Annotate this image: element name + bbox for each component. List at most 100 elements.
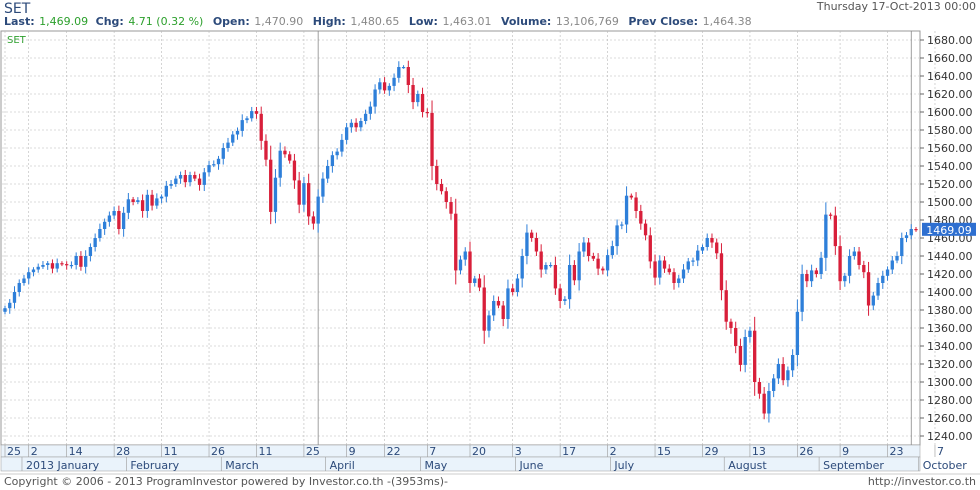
candle-body (615, 225, 619, 247)
candle-body (27, 272, 31, 279)
candle (3, 305, 7, 315)
candle (530, 229, 534, 242)
candle (231, 131, 235, 147)
candle (496, 296, 501, 309)
day-tick-label: 7 (937, 445, 944, 458)
high-label: High: (313, 15, 346, 28)
candle (482, 275, 486, 344)
candle-body (605, 255, 610, 271)
candle-body (525, 232, 529, 256)
candle-body (734, 328, 738, 346)
last-value: 1,469.09 (39, 15, 88, 28)
candle (900, 232, 904, 265)
y-tick-label: 1260.00 (927, 412, 973, 425)
candle-body (325, 166, 330, 179)
day-tick-label: 9 (349, 445, 356, 458)
month-tick-label: June (518, 459, 543, 472)
candle (273, 169, 278, 224)
candle-body (292, 160, 297, 181)
candle (881, 270, 885, 289)
candle (55, 258, 59, 273)
y-tick-label: 1620.00 (927, 88, 973, 101)
month-tick-label: February (130, 459, 179, 472)
candle (605, 249, 610, 277)
candle-body (847, 256, 852, 276)
y-tick-label: 1440.00 (927, 250, 973, 263)
candle (790, 349, 795, 377)
candle (259, 106, 263, 150)
candle (553, 256, 558, 295)
candle-body (771, 378, 776, 391)
candle (159, 194, 164, 204)
candle-body (401, 67, 406, 69)
candle (50, 259, 55, 274)
day-tick-label: 2 (31, 445, 38, 458)
y-tick-label: 1240.00 (927, 430, 973, 443)
candle (757, 377, 762, 399)
candle (79, 251, 83, 271)
candle-body (563, 299, 567, 301)
candle (321, 172, 325, 203)
candle-body (624, 195, 629, 225)
candle-body (155, 198, 159, 206)
candle (302, 176, 306, 212)
candle-body (515, 278, 520, 292)
y-tick-label: 1340.00 (927, 340, 973, 353)
candle (98, 223, 102, 242)
candle (492, 295, 496, 321)
candle (368, 101, 373, 120)
prev-close-value: 1,464.38 (703, 15, 752, 28)
candle (65, 261, 69, 270)
candle (824, 202, 828, 271)
y-tick-label: 1560.00 (927, 142, 973, 155)
candle (534, 232, 539, 256)
candle (416, 90, 420, 107)
candle (145, 189, 150, 218)
candle-body (548, 265, 553, 267)
candle (22, 274, 26, 286)
candle (235, 127, 240, 140)
candle-body (458, 259, 463, 271)
candle (250, 106, 254, 122)
candle (193, 171, 197, 182)
candle-body (795, 311, 800, 355)
candle (705, 233, 709, 251)
site-link[interactable]: http://investor.co.th (868, 475, 976, 488)
y-tick-label: 1540.00 (927, 160, 973, 173)
candle (12, 286, 17, 309)
candle (449, 196, 453, 220)
y-tick-label: 1400.00 (927, 286, 973, 299)
candle-body (776, 364, 781, 379)
y-tick-label: 1660.00 (927, 52, 973, 65)
candle-body (344, 127, 349, 140)
candle-body (117, 211, 121, 229)
candle (117, 205, 121, 235)
candle (786, 366, 790, 387)
candle-body (511, 288, 515, 292)
candle-body (662, 260, 667, 269)
candle-body (288, 154, 292, 161)
candle (885, 266, 890, 281)
candle (278, 142, 282, 187)
x-axis: 25 2 14 28 11 26 11 25 9 22 7 20 3 17 2 15 29 13 26 9 23 7 201… (4, 445, 967, 472)
candle (567, 254, 572, 309)
candle-body (900, 238, 904, 256)
candle (719, 243, 724, 301)
candle (648, 227, 652, 269)
candle (307, 173, 311, 225)
candle-body (60, 263, 64, 265)
candle-body (22, 278, 26, 283)
vertical-gridlines (4, 31, 936, 445)
candle (84, 250, 88, 274)
candle-body (871, 295, 875, 306)
candle (814, 267, 819, 278)
candle (136, 197, 140, 205)
low-value: 1,463.01 (442, 15, 491, 28)
month-tick-label: 2013 January (26, 459, 100, 472)
candle-body (183, 175, 187, 183)
candle-body (69, 265, 74, 267)
candle-body (373, 89, 377, 107)
candle-body (387, 85, 391, 91)
candle (269, 145, 273, 225)
candle-body (50, 263, 55, 269)
